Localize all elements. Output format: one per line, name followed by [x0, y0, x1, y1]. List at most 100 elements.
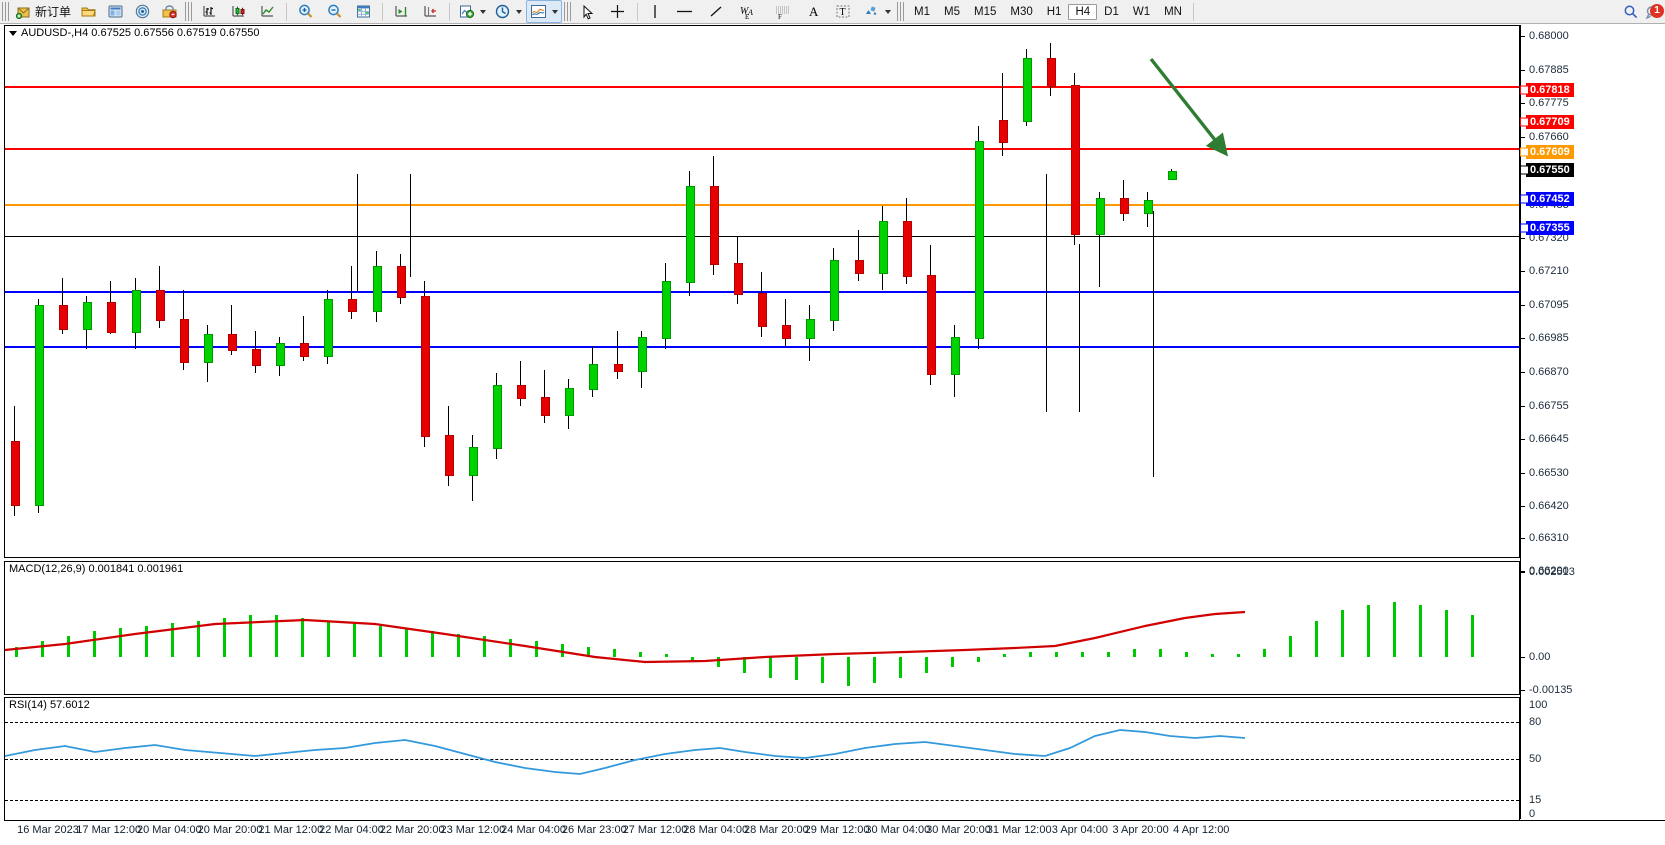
rsi-header: RSI(14) 57.6012 — [9, 699, 90, 711]
price-level-label[interactable]: 0.67452 — [1520, 191, 1574, 206]
price-level-label[interactable]: 0.67709 — [1520, 115, 1574, 130]
add-indicator-button[interactable] — [454, 1, 490, 22]
level-line-67550[interactable] — [5, 236, 1519, 237]
timeframe-h4[interactable]: H4 — [1068, 3, 1098, 20]
price-tick — [1521, 571, 1525, 572]
price-level-label[interactable]: 0.67609 — [1520, 145, 1574, 160]
price-level-label[interactable]: 0.67818 — [1520, 83, 1574, 98]
time-tick-label: 20 Mar 20:00 — [197, 824, 263, 836]
timeframe-d1[interactable]: D1 — [1104, 5, 1119, 18]
templates-button[interactable] — [526, 0, 563, 23]
chevron-down-icon-4[interactable] — [885, 9, 892, 14]
level-line-67355[interactable] — [5, 346, 1519, 348]
symbol-header[interactable]: AUDUSD-,H4 0.67525 0.67556 0.67519 0.675… — [9, 27, 260, 39]
vline-button[interactable] — [642, 3, 668, 20]
price-level-label[interactable]: 0.67355 — [1520, 220, 1574, 235]
toolbar-grip[interactable] — [2, 2, 10, 21]
navigator-button[interactable] — [129, 3, 156, 20]
macd-bar — [769, 657, 772, 678]
toolbar-grip-2[interactable] — [185, 2, 194, 21]
auto-scroll-button[interactable] — [387, 3, 416, 20]
toolbar-grip-3[interactable] — [564, 2, 573, 21]
rsi-pane[interactable]: RSI(14) 57.6012 — [4, 697, 1520, 821]
candle-body — [372, 265, 382, 313]
timeframe-mn[interactable]: MN — [1164, 5, 1182, 18]
timeframe-h1[interactable]: H1 — [1046, 5, 1062, 18]
toolbar-separator-4 — [637, 2, 639, 21]
level-drag-handle[interactable] — [1520, 194, 1529, 204]
macd-bar — [353, 623, 356, 657]
macd-bar — [15, 646, 18, 657]
folder-button[interactable] — [75, 3, 102, 20]
macd-bar — [743, 657, 746, 673]
level-line-67709[interactable] — [5, 148, 1519, 150]
candle-body — [1167, 170, 1177, 181]
candle-body — [734, 262, 743, 295]
timeframe-w1[interactable]: W1 — [1132, 5, 1151, 18]
chevron-down-icon[interactable] — [480, 9, 487, 14]
chevron-down-icon-2[interactable] — [516, 9, 523, 14]
level-line-67609[interactable] — [5, 204, 1519, 206]
crosshair-button[interactable] — [602, 3, 633, 20]
candle-body — [1095, 197, 1105, 236]
timeframe-m1[interactable]: M1 — [914, 5, 930, 18]
rsi-level-80 — [5, 722, 1519, 723]
candle-body — [806, 319, 816, 340]
level-drag-handle[interactable] — [1520, 85, 1529, 95]
shapes-button[interactable] — [858, 1, 895, 22]
bar-chart-button[interactable] — [195, 3, 224, 20]
candle-body — [203, 334, 213, 363]
candle-body — [11, 441, 20, 506]
label-button[interactable]: T — [828, 3, 858, 20]
new-order-button[interactable]: 新订单 — [12, 1, 75, 22]
timeframe-m30[interactable]: M30 — [1010, 5, 1033, 18]
toolbox-button[interactable] — [156, 3, 183, 20]
price-axis[interactable]: 0.68000 0.67885 0.67775 0.67660 0.67320 0.672… — [1520, 25, 1665, 820]
macd-scale-tick — [1521, 572, 1525, 573]
zoom-out-button[interactable] — [320, 3, 349, 20]
level-drag-handle[interactable] — [1520, 223, 1529, 233]
search-button[interactable] — [1623, 4, 1639, 20]
timeframe-m15[interactable]: M15 — [973, 5, 997, 18]
trendline-button[interactable] — [701, 3, 732, 20]
price-tick-label: 0.66985 — [1529, 331, 1569, 344]
alerts-button[interactable]: 1 — [1645, 3, 1664, 20]
candle-body — [661, 280, 671, 340]
cursor-button[interactable] — [574, 4, 602, 20]
timeframe-m5[interactable]: M5 — [944, 5, 960, 18]
toolbar-right-group: 1 — [1623, 0, 1664, 23]
candle-body — [59, 304, 69, 331]
candle-body — [444, 435, 454, 476]
level-drag-handle[interactable] — [1520, 165, 1529, 175]
collapse-arrow-icon[interactable] — [9, 30, 17, 36]
price-pane[interactable]: AUDUSD-,H4 0.67525 0.67556 0.67519 0.675… — [4, 25, 1520, 558]
price-level-label[interactable]: 0.67550 — [1520, 162, 1574, 177]
zoom-in-button[interactable] — [291, 3, 320, 20]
level-drag-handle[interactable] — [1520, 147, 1529, 157]
price-tick-label: 0.67320 — [1529, 232, 1569, 245]
candle-series — [5, 26, 1519, 557]
period-icon — [495, 4, 510, 19]
elliott-button[interactable]: W A E — [732, 3, 766, 20]
level-line-67818[interactable] — [5, 86, 1519, 88]
grid-button[interactable] — [349, 3, 378, 20]
period-button[interactable] — [490, 1, 526, 22]
candle-chart-button[interactable] — [224, 3, 253, 20]
line-chart-button[interactable] — [253, 3, 282, 20]
rsi-path — [5, 729, 1246, 775]
macd-pane[interactable]: MACD(12,26,9) 0.001841 0.001961 — [4, 561, 1520, 695]
level-drag-handle[interactable] — [1520, 117, 1529, 127]
toolbar-grip-4[interactable] — [897, 2, 906, 21]
text-button[interactable]: A — [800, 3, 828, 20]
market-watch-button[interactable] — [102, 3, 129, 20]
fibo-button[interactable]: F — [766, 3, 800, 20]
line-chart-icon — [261, 6, 274, 17]
down-arrow-annotation[interactable] — [1145, 51, 1245, 166]
chart-shift-button[interactable] — [416, 3, 445, 20]
candle-body — [878, 221, 888, 274]
hline-button[interactable] — [668, 3, 701, 20]
text-icon: A — [809, 4, 819, 19]
time-tick-label: 22 Mar 04:00 — [319, 824, 384, 836]
time-axis[interactable]: 16 Mar 2023 17 Mar 12:00 20 Mar 04:00 20 Ma… — [4, 820, 1665, 843]
chevron-down-icon-3[interactable] — [552, 9, 559, 14]
